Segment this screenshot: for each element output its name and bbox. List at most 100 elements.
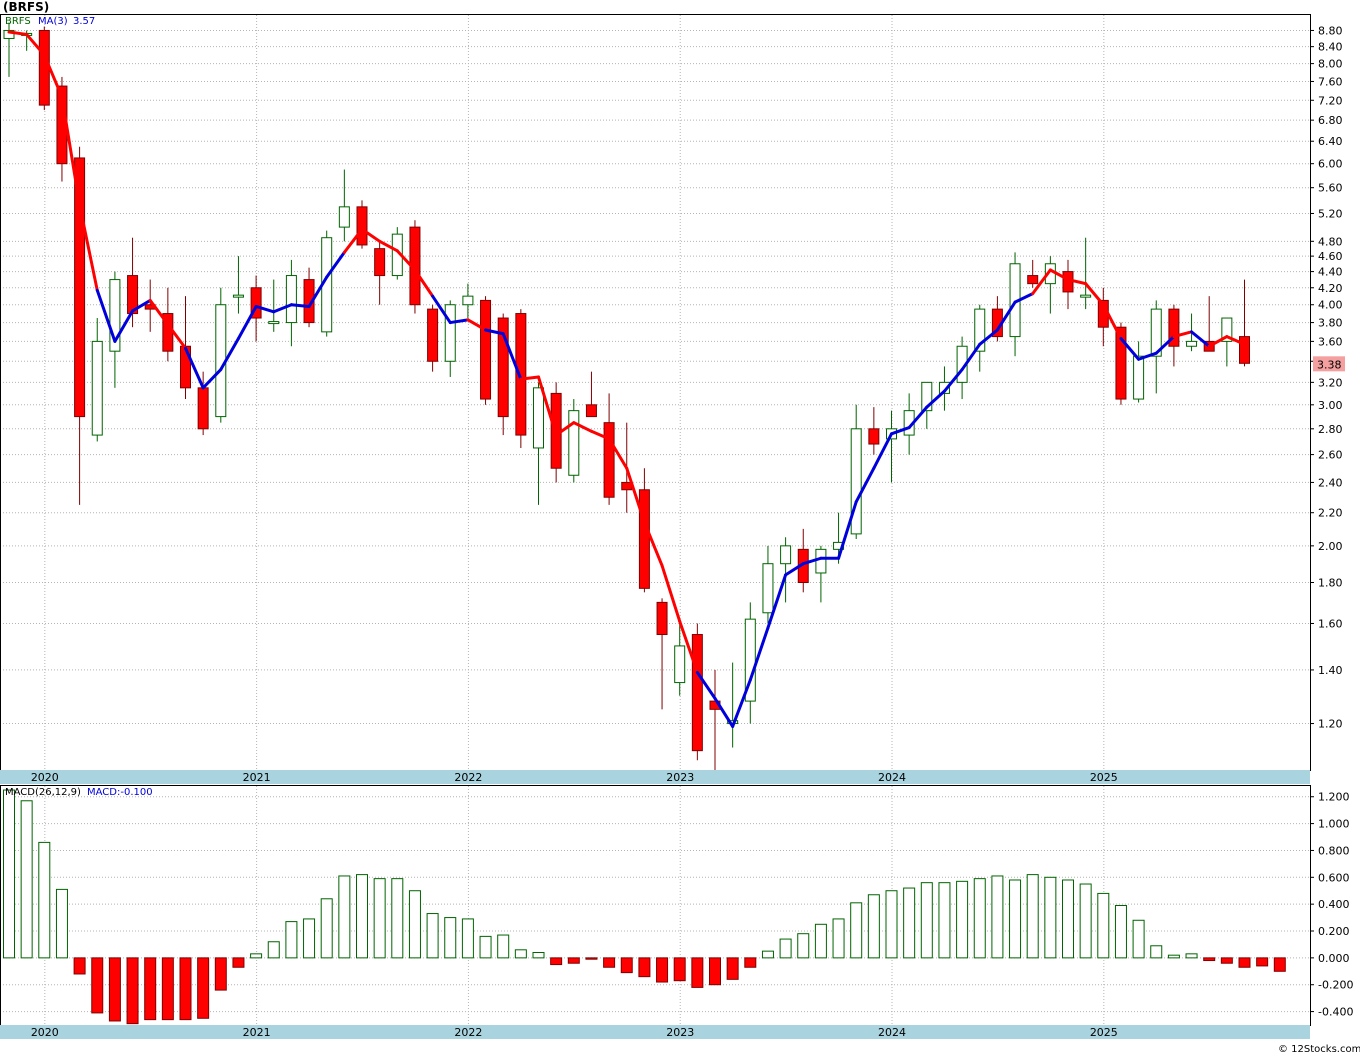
macd-bar xyxy=(603,957,616,968)
macd-bar xyxy=(197,957,210,1019)
macd-bar xyxy=(1114,905,1127,959)
ma-segment xyxy=(1048,268,1070,282)
ma-segment xyxy=(607,437,629,470)
year-labels-bottom: 2020 2021 2022 2023 2024 2025 xyxy=(31,1026,1118,1039)
macd-gridlines xyxy=(0,786,1310,1025)
macd-bar xyxy=(532,951,545,959)
ma-segment xyxy=(131,298,152,313)
macd-bar xyxy=(338,875,351,959)
ma-segment xyxy=(236,304,258,340)
macd-bar xyxy=(1220,957,1233,964)
candle-body xyxy=(3,29,15,39)
candle-body xyxy=(338,206,350,228)
price-tick-label: 4.00 xyxy=(1318,299,1343,312)
macd-bar xyxy=(161,957,174,1021)
candle-body xyxy=(780,545,792,565)
candle-body xyxy=(533,387,544,449)
last-price-badge-bg xyxy=(1313,356,1345,372)
macd-bar xyxy=(709,957,721,986)
candle-body xyxy=(38,29,50,106)
macd-bars xyxy=(3,789,1286,1025)
price-tick-label: 2.80 xyxy=(1318,423,1343,436)
macd-bar xyxy=(779,938,792,959)
macd-bar xyxy=(179,957,192,1021)
ma-segment xyxy=(166,322,187,350)
candle-body xyxy=(268,321,280,325)
macd-bar xyxy=(744,957,757,968)
candle-body xyxy=(1239,336,1250,364)
macd-axis-ticks: -0.400 -0.200 0.000 0.200 0.400 0.600 0.800 1.0… xyxy=(1310,791,1353,1019)
candle-body xyxy=(427,308,439,362)
ma-segment xyxy=(925,389,946,409)
price-tick-label: 4.80 xyxy=(1318,235,1343,248)
candle-body xyxy=(1133,355,1145,400)
year-label: 2021 xyxy=(243,771,271,784)
macd-bar xyxy=(1185,953,1198,959)
price-tick-label: 7.60 xyxy=(1318,75,1343,88)
macd-bar xyxy=(920,882,933,959)
candle-body xyxy=(603,422,615,498)
credit-text: © 12Stocks.com xyxy=(1278,1044,1360,1055)
ma-segment xyxy=(784,562,805,577)
price-pane-frame xyxy=(0,14,1311,771)
candle-body xyxy=(744,618,756,702)
price-tick-label: 2.00 xyxy=(1318,540,1343,553)
candle-body xyxy=(568,410,580,476)
macd-bar xyxy=(38,841,51,959)
macd-bar xyxy=(232,957,245,968)
macd-bar xyxy=(1026,874,1039,959)
ma-segment xyxy=(307,275,329,308)
year-label: 2022 xyxy=(454,771,482,784)
ma-segment xyxy=(960,342,982,372)
ma-segment xyxy=(1119,336,1141,361)
price-tick-label: 6.40 xyxy=(1318,135,1343,148)
year-labels-top: 2020 2021 2022 2023 2024 2025 xyxy=(31,771,1118,784)
candle-body xyxy=(868,428,880,445)
ma-segment xyxy=(678,619,699,674)
price-gridlines xyxy=(0,15,1310,770)
year-label: 2021 xyxy=(243,1026,271,1039)
ma-segment xyxy=(537,375,558,437)
ma-segment xyxy=(148,298,170,326)
macd-bar xyxy=(55,888,68,959)
price-tick-label: 6.80 xyxy=(1318,114,1343,127)
ma-segment xyxy=(78,203,99,292)
year-label: 2024 xyxy=(878,1026,906,1039)
macd-bar xyxy=(3,789,15,959)
macd-bar xyxy=(938,882,951,959)
ma-segment xyxy=(272,303,293,314)
candle-body xyxy=(1168,308,1180,347)
ma-segment xyxy=(1154,335,1176,355)
macd-bar xyxy=(408,890,421,959)
candle-body xyxy=(638,489,650,589)
macd-bar xyxy=(673,957,686,982)
macd-bar xyxy=(867,894,880,959)
macd-bar xyxy=(1097,892,1110,959)
macd-bar xyxy=(479,935,492,959)
candle-body xyxy=(250,287,262,319)
candle-body xyxy=(585,404,597,418)
year-label: 2023 xyxy=(666,771,694,784)
ma-segment xyxy=(995,300,1017,332)
candle-body xyxy=(462,295,474,306)
macd-tick-label: 0.200 xyxy=(1318,925,1350,938)
price-tick-label: 3.00 xyxy=(1318,399,1343,412)
price-tick-label: 4.20 xyxy=(1318,282,1343,295)
macd-bar xyxy=(885,890,898,959)
year-label: 2022 xyxy=(454,1026,482,1039)
candle-body xyxy=(691,634,703,752)
candle-body xyxy=(74,157,86,418)
last-price-badge: 3.38 xyxy=(1313,356,1345,372)
price-tick-label: 3.60 xyxy=(1318,335,1343,348)
candle-body xyxy=(921,381,933,412)
ma-segment xyxy=(7,30,29,36)
candle-body xyxy=(91,340,103,436)
ma-segment xyxy=(1013,292,1035,304)
ma-segment xyxy=(801,556,823,566)
ma-segment xyxy=(554,421,576,437)
year-label: 2025 xyxy=(1090,771,1118,784)
macd-tick-label: 1.000 xyxy=(1318,818,1350,831)
price-tick-label: 5.20 xyxy=(1318,207,1343,220)
price-tick-label: 2.40 xyxy=(1318,476,1343,489)
